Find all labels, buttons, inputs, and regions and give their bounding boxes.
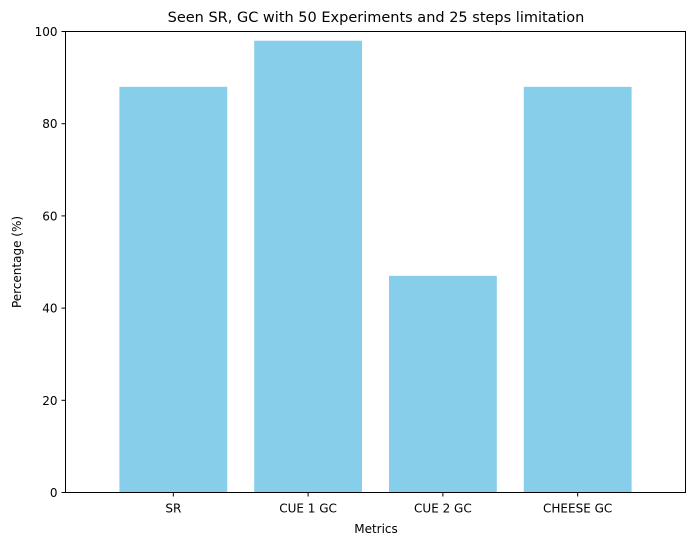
bar-cheese-gc <box>523 86 632 493</box>
x-tick-label: CUE 2 GC <box>414 502 472 516</box>
bar-sr <box>119 86 228 493</box>
axes-border <box>65 31 686 493</box>
y-axis-ticks: 0 20 40 60 80 100 <box>35 25 66 500</box>
x-axis-label: Metrics <box>354 522 398 536</box>
x-axis-ticks: SR CUE 1 GC CUE 2 GC CHEESE GC <box>165 492 612 516</box>
x-tick-label: CUE 1 GC <box>279 502 337 516</box>
x-tick-label: CHEESE GC <box>543 502 612 516</box>
y-tick-label: 100 <box>35 25 58 39</box>
x-tick-label: SR <box>165 502 181 516</box>
y-tick-label: 60 <box>42 209 57 223</box>
chart-title: Seen SR, GC with 50 Experiments and 25 s… <box>168 10 585 26</box>
y-axis-label: Percentage (%) <box>10 216 24 308</box>
y-tick-label: 40 <box>42 302 57 316</box>
bars-group <box>119 40 632 493</box>
y-tick-label: 80 <box>42 117 57 131</box>
y-tick-label: 20 <box>42 394 57 408</box>
plot-area: 0 20 40 60 80 100 SR CUE 1 GC CUE 2 GC CHEESE GC <box>35 25 686 516</box>
bar-cue-1-gc <box>254 40 363 493</box>
y-tick-label: 0 <box>50 486 58 500</box>
bar-cue-2-gc <box>388 275 497 493</box>
